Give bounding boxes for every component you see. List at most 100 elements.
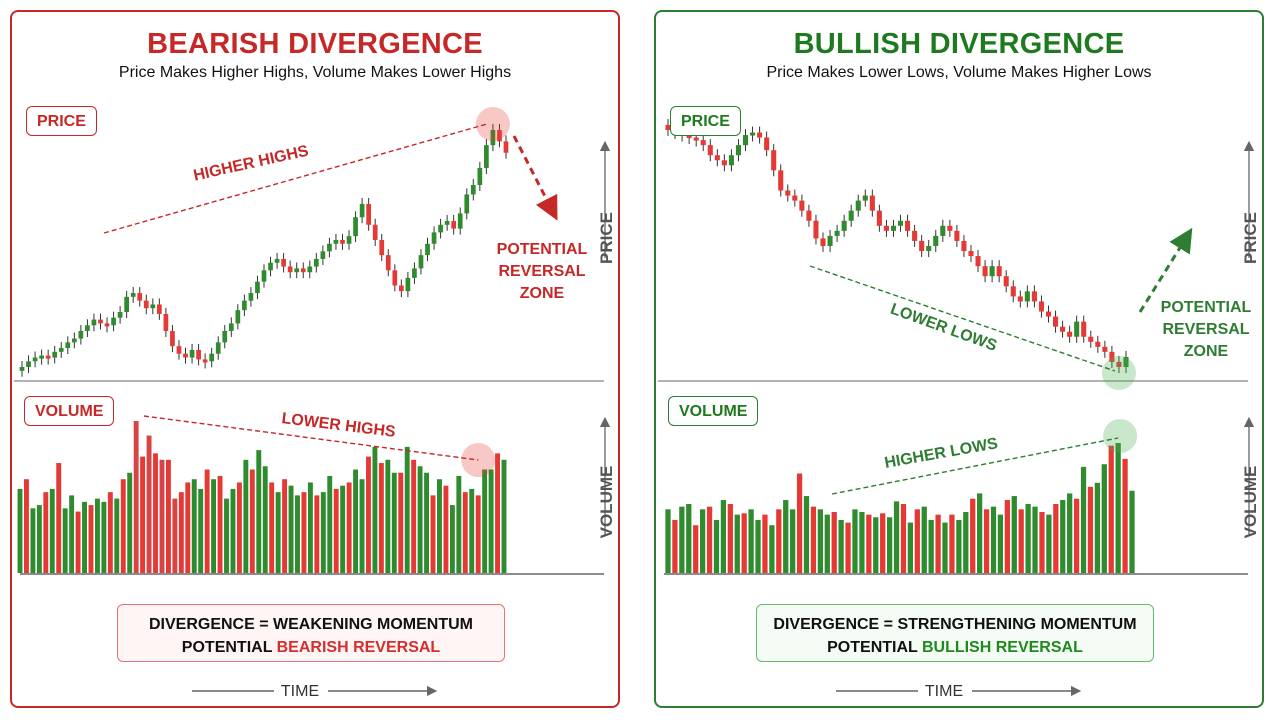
volume-bar (320, 492, 326, 573)
price-candle (176, 346, 182, 354)
volume-bar (914, 509, 920, 573)
volume-bar (94, 498, 100, 573)
volume-bar (140, 456, 146, 573)
price-candle (764, 137, 770, 151)
volume-bar (56, 463, 62, 573)
reversal-zone-label: ZONE (520, 285, 565, 302)
volume-bar (672, 519, 678, 573)
price-candle (1095, 341, 1101, 347)
volume-bar (706, 506, 713, 573)
bullish-title: BULLISH DIVERGENCE (793, 28, 1125, 60)
price-candle (975, 256, 981, 267)
price-candle (785, 190, 791, 196)
price-peak-highlight (475, 107, 510, 141)
volume-bar (424, 472, 430, 573)
volume-bar (983, 509, 990, 573)
volume-bar (686, 504, 692, 573)
volume-bar (456, 475, 462, 573)
price-candle (792, 195, 798, 201)
price-candle (65, 342, 71, 349)
volume-bar (69, 495, 75, 573)
price-candle (261, 270, 267, 282)
price-candle (827, 235, 833, 246)
volume-bar (990, 506, 997, 573)
volume-bar (748, 509, 754, 573)
volume-bar (30, 508, 36, 573)
price-candle (137, 293, 143, 301)
price-candle (940, 225, 946, 236)
volume-bar (153, 453, 158, 573)
volume-bar (762, 514, 768, 573)
volume-bar (1053, 504, 1059, 573)
volume-bar (88, 505, 94, 573)
volume-bar (198, 488, 204, 573)
volume-bar (949, 514, 955, 573)
higher-highs-label: HIGHER HIGHS (192, 143, 311, 185)
volume-bar (43, 492, 49, 573)
price-candle (91, 319, 97, 326)
bearish-price-badge: PRICE (26, 106, 97, 136)
price-candle (196, 349, 201, 360)
price-candle (1088, 336, 1094, 342)
volume-bar (191, 479, 197, 573)
volume-bar (378, 463, 384, 573)
reversal-zone-label: POTENTIAL (1161, 299, 1252, 316)
volume-bar (165, 459, 171, 573)
volume-bar (133, 421, 139, 573)
volume-bar (178, 492, 184, 573)
volume-bar (217, 475, 223, 573)
volume-bar (24, 479, 29, 573)
price-candle (85, 325, 90, 331)
price-candle (451, 221, 457, 229)
price-candle (490, 130, 496, 146)
price-candle (700, 140, 706, 146)
volume-bar (301, 492, 307, 573)
price-candle (235, 310, 241, 324)
price-candle (438, 224, 443, 233)
volume-bar (1094, 482, 1101, 573)
reversal-arrow (512, 135, 558, 221)
price-candle (954, 230, 960, 241)
price-candle (968, 251, 974, 257)
price-candle (313, 258, 319, 267)
price-candle (405, 277, 411, 292)
price-candle (897, 220, 904, 226)
volume-bar (790, 509, 796, 573)
price-candle (78, 330, 84, 339)
volume-bar (713, 519, 720, 573)
volume-bar (249, 469, 255, 573)
volume-bar (1067, 493, 1073, 573)
volume-bar (17, 488, 23, 573)
volume-bar (1060, 500, 1066, 573)
time-axis-label: TIME (925, 683, 963, 700)
volume-bar (82, 501, 87, 573)
price-candle (799, 200, 805, 211)
price-candle (248, 293, 254, 301)
price-candle (457, 213, 463, 229)
price-candle (862, 195, 868, 201)
volume-bar (1101, 464, 1107, 573)
price-candle (813, 220, 819, 239)
volume-bar (488, 469, 494, 573)
volume-bar (366, 456, 371, 573)
volume-bar (211, 479, 217, 573)
price-candle (876, 210, 882, 226)
volume-bar (262, 466, 268, 573)
volume-bar (977, 493, 983, 573)
price-candle (890, 225, 897, 231)
price-candle (340, 239, 345, 244)
price-candle (750, 132, 756, 136)
volume-bar (665, 509, 671, 573)
bearish-chart: PRICE VOLUME TIME HIGHER HIGHS POTENTIAL REVE… (14, 107, 616, 700)
volume-bar (391, 472, 397, 573)
price-candle (19, 367, 25, 371)
bullish-summary-prefix: POTENTIAL (827, 639, 922, 656)
volume-bar (963, 511, 969, 573)
bearish-summary: DIVERGENCE = WEAKENING MOMENTUM POTENTIA… (117, 604, 505, 662)
volume-bar (359, 479, 365, 573)
volume-bar (817, 509, 823, 573)
volume-bar (62, 508, 68, 573)
volume-bar (921, 506, 927, 573)
volume-bar (430, 495, 436, 573)
price-candle (665, 124, 671, 130)
